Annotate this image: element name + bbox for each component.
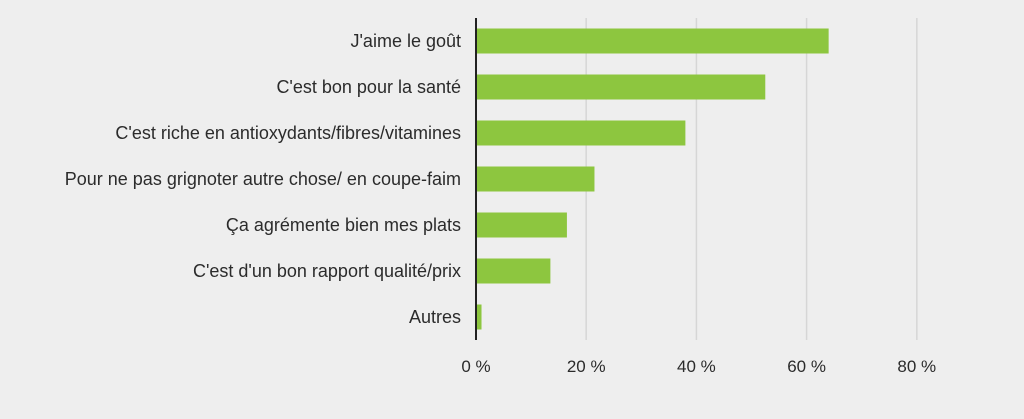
category-label: C'est d'un bon rapport qualité/prix (193, 261, 461, 281)
bar (476, 258, 551, 284)
category-label: C'est riche en antioxydants/fibres/vitam… (115, 123, 461, 143)
bar (476, 120, 686, 146)
x-tick-label: 60 % (787, 357, 826, 376)
x-tick-label: 80 % (897, 357, 936, 376)
bar (476, 166, 595, 192)
bar (476, 74, 766, 100)
category-label: C'est bon pour la santé (276, 77, 461, 97)
x-tick-label: 40 % (677, 357, 716, 376)
bars (476, 28, 829, 330)
x-tick-label: 20 % (567, 357, 606, 376)
category-labels: J'aime le goût C'est bon pour la santé C'e… (65, 31, 461, 327)
category-label: Pour ne pas grignoter autre chose/ en co… (65, 169, 461, 189)
category-label: Autres (409, 307, 461, 327)
category-label: J'aime le goût (351, 31, 462, 51)
bar (476, 212, 567, 238)
x-tick-label: 0 % (461, 357, 490, 376)
category-label: Ça agrémente bien mes plats (226, 215, 461, 235)
bar (476, 304, 482, 330)
gridlines (585, 18, 918, 340)
tick-labels: 0 % 20 % 40 % 60 % 80 % (461, 357, 936, 376)
bar (476, 28, 829, 54)
